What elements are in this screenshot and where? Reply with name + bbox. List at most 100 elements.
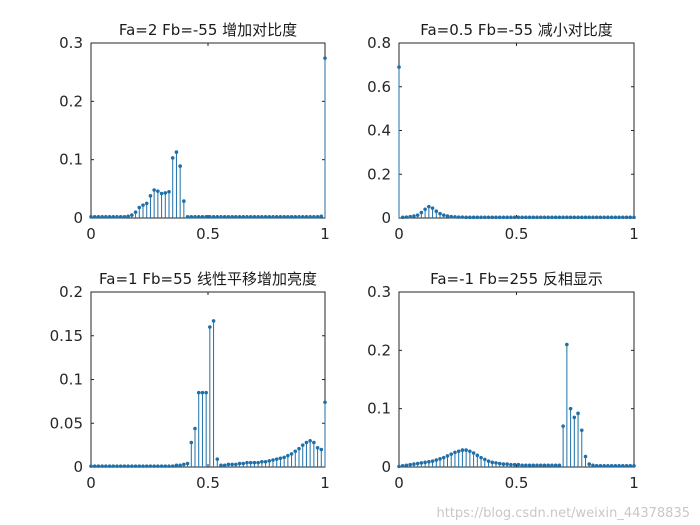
stem-marker	[312, 215, 316, 219]
stem-marker	[189, 215, 194, 219]
stem-marker	[159, 464, 164, 468]
stem-marker	[553, 215, 558, 220]
stem-marker	[445, 454, 450, 458]
stem-marker	[274, 457, 279, 461]
stem-marker	[137, 205, 142, 210]
stem-marker	[591, 215, 595, 220]
stem-marker	[576, 215, 580, 220]
stem-marker	[501, 462, 506, 466]
x-tick-label: 1	[320, 225, 330, 243]
stem-marker	[427, 459, 431, 464]
stem-marker	[208, 325, 212, 329]
stem-marker	[159, 191, 164, 196]
plot-title: Fa=0.5 Fb=-55 减小对比度	[420, 21, 613, 39]
stem-marker	[449, 452, 454, 456]
stem-marker	[215, 215, 220, 219]
stem-marker	[237, 215, 242, 219]
stem-marker	[561, 424, 565, 428]
stem-marker	[419, 210, 424, 215]
stem-marker	[468, 215, 472, 220]
stem-marker	[475, 453, 480, 458]
stem-marker	[460, 215, 465, 219]
stem-marker	[267, 215, 272, 219]
stem-marker	[557, 215, 562, 220]
stem-marker	[550, 215, 554, 220]
stem-marker	[471, 451, 476, 455]
stem-series	[89, 319, 327, 468]
stem-marker	[512, 462, 517, 467]
stem-marker	[594, 215, 599, 220]
stem-marker	[550, 463, 554, 468]
stem-marker	[434, 209, 439, 214]
watermark-text: https://blog.csdn.net/weixin_44378835	[436, 506, 690, 521]
stem-marker	[182, 199, 186, 203]
y-tick-label: 0.1	[59, 371, 83, 389]
stem-marker	[598, 464, 603, 468]
axes-frame	[398, 291, 635, 468]
subplot-4: Fa=-1 Fb=255 反相显示 0 0.5 1 0 0.1 0.2 0.3	[367, 270, 639, 492]
stem-marker	[516, 462, 521, 467]
stem-marker	[122, 464, 127, 468]
stem-marker	[185, 215, 190, 219]
stem-marker	[412, 214, 416, 218]
stem-marker	[200, 215, 205, 219]
stem-marker	[230, 215, 234, 219]
stem-marker	[482, 215, 487, 220]
stem-marker	[535, 215, 539, 220]
stem-marker	[486, 215, 491, 220]
x-tick-label: 0	[86, 225, 96, 243]
stem-marker	[241, 461, 246, 466]
stem-marker	[632, 215, 636, 220]
stem-marker	[606, 215, 610, 220]
x-tick-label: 0.5	[505, 474, 529, 492]
stem-marker	[189, 440, 194, 445]
stem-marker	[587, 462, 592, 466]
stem-marker	[579, 428, 584, 433]
stem-marker	[308, 215, 312, 219]
stem-marker	[505, 462, 509, 466]
stem-marker	[438, 457, 442, 461]
stem-marker	[546, 215, 551, 220]
stem-marker	[479, 455, 483, 460]
stem-marker	[415, 213, 420, 217]
stem-marker	[289, 215, 294, 219]
stem-marker	[130, 213, 134, 217]
y-tick-label: 0.15	[50, 327, 83, 345]
stem-marker	[520, 215, 524, 220]
stem-marker	[304, 440, 309, 445]
axes-frame	[90, 291, 326, 468]
stem-marker	[468, 449, 472, 454]
stem-marker	[591, 463, 595, 468]
stem-marker	[438, 211, 442, 216]
y-tick-label: 0.2	[59, 92, 83, 110]
stem-marker	[111, 215, 116, 219]
stem-marker	[92, 215, 97, 219]
stem-marker	[133, 210, 138, 214]
stem-marker	[144, 201, 149, 206]
stem-marker	[193, 215, 197, 219]
stem-marker	[397, 464, 401, 469]
stem-marker	[211, 319, 216, 323]
stem-marker	[621, 464, 625, 468]
stem-marker	[222, 463, 227, 468]
stem-marker	[167, 464, 171, 468]
stem-marker	[319, 447, 324, 452]
y-tick-label: 0.3	[367, 283, 391, 301]
stem-marker	[456, 215, 461, 219]
stem-marker	[182, 462, 186, 467]
stem-marker	[260, 459, 264, 464]
stem-marker	[542, 215, 547, 220]
stem-marker	[234, 215, 238, 219]
stem-marker	[263, 459, 268, 464]
stem-marker	[234, 462, 238, 467]
stem-marker	[289, 452, 294, 456]
y-tick-label: 0.2	[367, 341, 391, 359]
stem-marker	[245, 460, 249, 465]
stem-marker	[278, 215, 283, 219]
stem-marker	[497, 215, 502, 220]
stem-marker	[278, 456, 283, 461]
stem-marker	[89, 464, 93, 468]
stem-marker	[501, 215, 506, 220]
stem-marker	[170, 464, 175, 468]
